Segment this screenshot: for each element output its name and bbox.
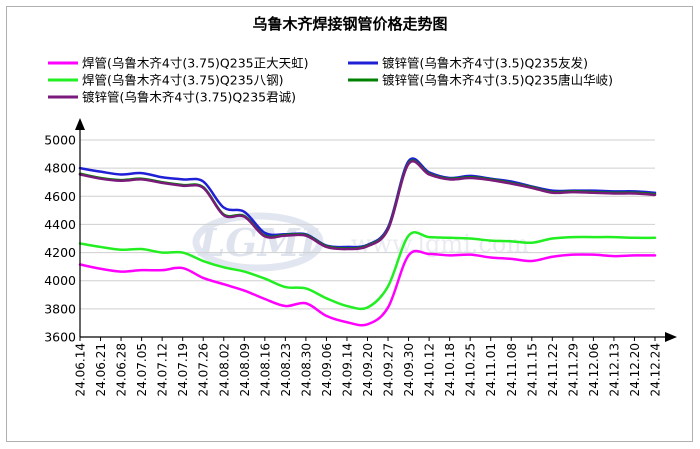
y-tick-label: 3600: [44, 330, 76, 345]
x-tick-label: 24.08.30: [299, 343, 313, 396]
x-axis-arrow: [665, 332, 677, 342]
y-axis-arrow: [75, 118, 85, 130]
x-tick-label: 24.06.21: [94, 343, 108, 396]
x-tick-label: 24.11.15: [525, 343, 539, 396]
legend-entry: 镀锌管(乌鲁木齐4寸(3.5)Q235友发): [382, 56, 588, 71]
x-tick-label: 24.12.06: [587, 343, 601, 396]
y-tick-label: 5000: [44, 133, 76, 148]
x-tick-label: 24.09.30: [402, 343, 416, 396]
y-tick-label: 4400: [44, 217, 76, 232]
x-tick-label: 24.10.25: [464, 343, 478, 396]
x-tick-label: 24.11.22: [546, 343, 560, 396]
legend-entry: 焊管(乌鲁木齐4寸(3.75)Q235正大天虹): [82, 56, 309, 71]
x-tick-label: 24.12.13: [607, 343, 621, 396]
legend-entry: 镀锌管(乌鲁木齐4寸(3.5)Q235唐山华岐): [382, 73, 613, 88]
x-tick-label: 24.07.26: [197, 343, 211, 396]
x-tick-label: 24.07.05: [135, 343, 149, 396]
x-tick-label: 24.08.16: [258, 343, 272, 396]
x-tick-label: 24.11.01: [484, 343, 498, 396]
legend: 焊管(乌鲁木齐4寸(3.75)Q235正大天虹) 镀锌管(乌鲁木齐4寸(3.5)Q…: [48, 56, 613, 105]
x-tick-label: 24.12.24: [649, 343, 663, 396]
x-tick-label: 24.11.29: [566, 343, 580, 396]
x-tick-label: 24.10.12: [423, 343, 437, 396]
series-line: [78, 160, 657, 251]
legend-entry: 镀锌管(乌鲁木齐4寸(3.75)Q235君诚): [82, 90, 296, 105]
x-tick-label: 24.09.14: [340, 343, 354, 396]
axes: [75, 118, 677, 342]
series-lines: [78, 157, 657, 327]
x-axis-ticks: 24.06.14 24.06.21 24.06.28 24.07.05 24.07.12…: [74, 337, 663, 396]
y-axis-ticks: 3600 3800 4000 4200 4400 4600 4800 5000: [44, 133, 76, 345]
y-tick-label: 4200: [44, 245, 76, 260]
x-tick-label: 24.09.27: [382, 343, 396, 396]
y-tick-label: 4600: [44, 189, 76, 204]
x-tick-label: 24.08.09: [238, 343, 252, 396]
x-tick-label: 24.08.02: [217, 343, 231, 396]
y-tick-label: 4800: [44, 161, 76, 176]
x-tick-label: 24.06.28: [115, 343, 129, 396]
x-tick-label: 24.08.23: [279, 343, 293, 396]
x-tick-label: 24.10.18: [443, 343, 457, 396]
svg-text:www.lgmi.com: www.lgmi.com: [351, 230, 529, 258]
x-tick-label: 24.11.08: [505, 343, 519, 396]
x-tick-label: 24.06.14: [74, 343, 88, 396]
x-tick-label: 24.09.06: [320, 343, 334, 396]
y-tick-label: 4000: [44, 273, 76, 288]
y-tick-label: 3800: [44, 301, 76, 316]
legend-entry: 焊管(乌鲁木齐4寸(3.75)Q235八钢): [82, 73, 284, 88]
series-line: [78, 249, 657, 327]
x-tick-label: 24.07.19: [176, 343, 190, 396]
x-tick-label: 24.07.12: [156, 343, 170, 396]
x-tick-label: 24.12.20: [628, 343, 642, 396]
chart-title: 乌鲁木齐焊接钢管价格走势图: [252, 15, 447, 33]
series-line: [78, 231, 657, 311]
x-tick-label: 24.09.20: [361, 343, 375, 396]
